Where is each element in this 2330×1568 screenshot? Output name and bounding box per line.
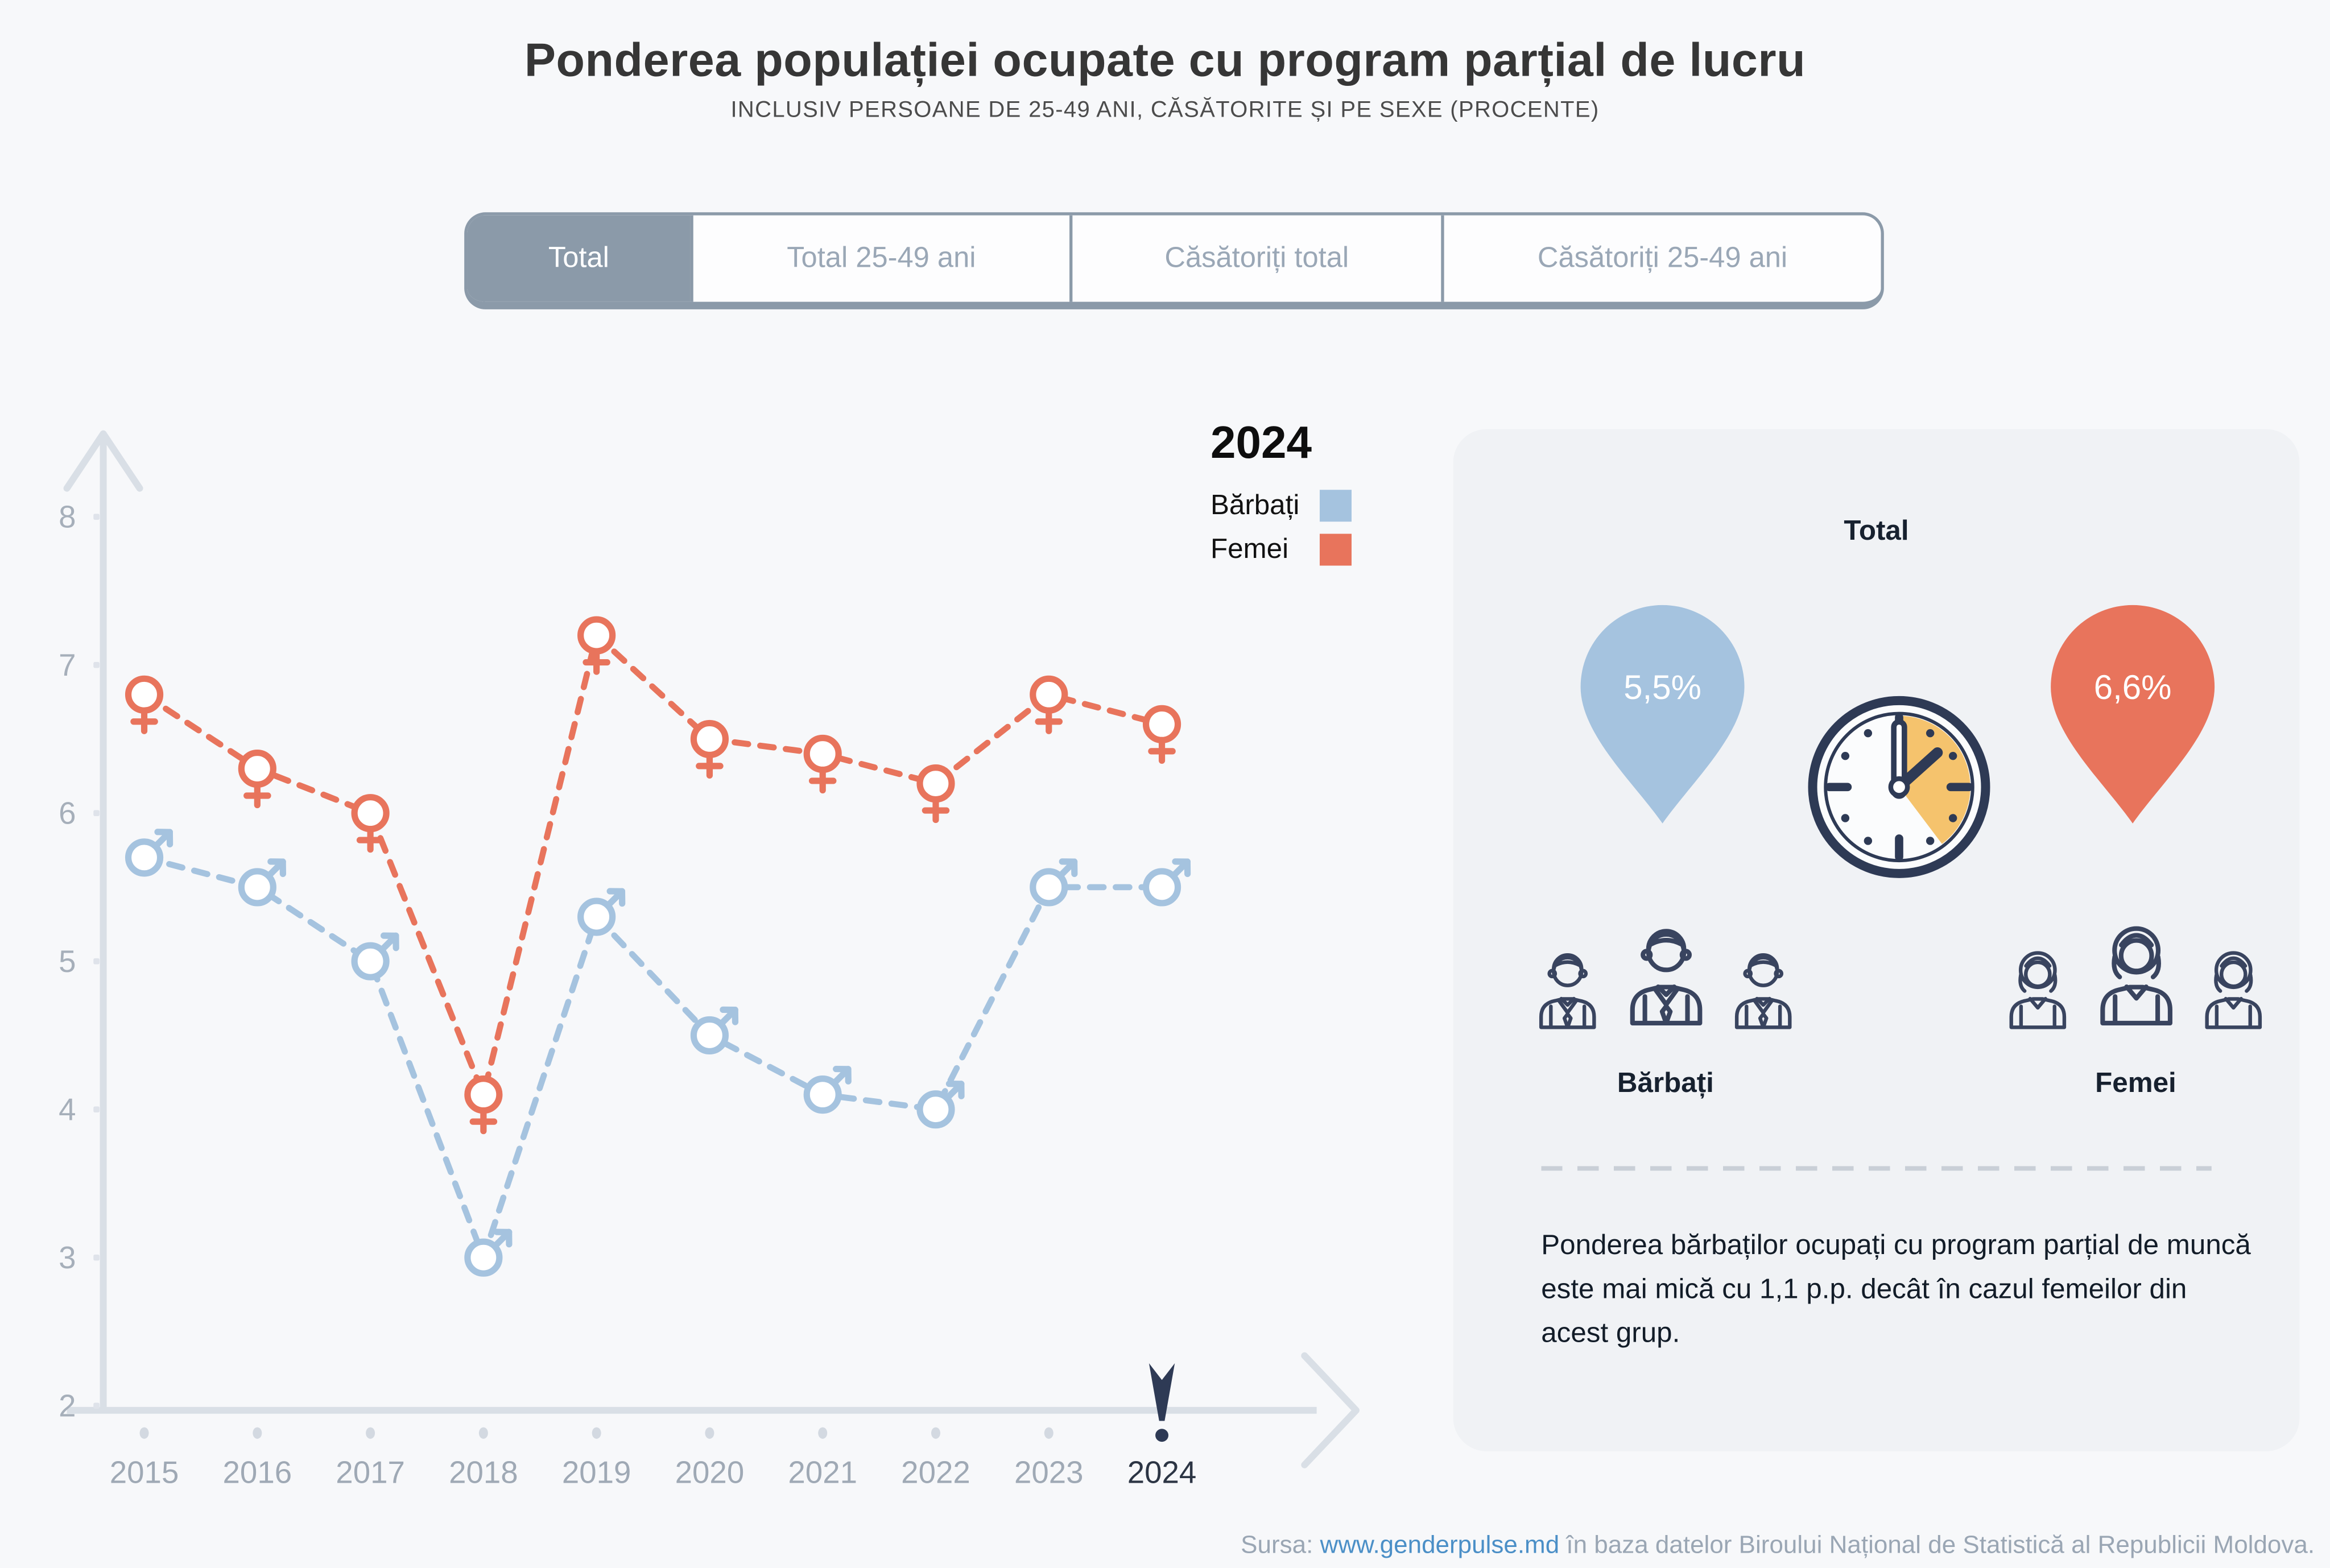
x-axis-year-dot	[253, 1427, 262, 1439]
female-sign-marker	[464, 1075, 503, 1135]
series-line-femei	[141, 630, 1165, 1104]
clock-icon	[1808, 696, 1990, 878]
female-sign-marker	[125, 675, 164, 734]
x-axis-year-label[interactable]: 2015	[110, 1455, 179, 1490]
male-sign-marker	[464, 1228, 513, 1277]
male-sign-marker	[238, 858, 286, 907]
male-sign-marker	[351, 932, 399, 980]
tab-married-total[interactable]: Căsătoriți total	[1069, 215, 1441, 302]
x-axis-year-dot	[1044, 1427, 1054, 1439]
female-sign-marker	[1142, 705, 1181, 764]
y-axis-tick-mark	[93, 958, 100, 965]
male-sign-marker	[1030, 858, 1078, 907]
male-group-label: Bărbați	[1617, 1066, 1714, 1098]
y-axis-tick-label: 3	[59, 1240, 76, 1275]
source-suffix: în baza datelor Biroului Național de Sta…	[1559, 1532, 2315, 1559]
female-sign-marker	[1030, 675, 1068, 734]
series-line-barbati	[141, 854, 1165, 1267]
y-axis-tick-label: 8	[59, 499, 76, 534]
page-subtitle: INCLUSIV PERSOANE DE 25-49 ANI, CĂSĂTORI…	[730, 97, 1600, 123]
x-axis-year-label-selected[interactable]: 2024	[1127, 1455, 1197, 1490]
male-sign-marker	[577, 888, 626, 936]
y-axis-tick-mark	[93, 661, 100, 668]
tab-married-25-49[interactable]: Căsătoriți 25-49 ani	[1441, 215, 1881, 302]
dataset-tabs: Total Total 25-49 ani Căsătoriți total C…	[464, 212, 1884, 309]
tab-total[interactable]: Total	[467, 215, 691, 302]
x-axis-year-dot	[705, 1427, 714, 1439]
x-axis-year-dot	[139, 1427, 149, 1439]
legend-year-title: 2024	[1210, 418, 1312, 469]
tab-total-25-49[interactable]: Total 25-49 ani	[690, 215, 1069, 302]
summary-note: Ponderea bărbaților ocupați cu program p…	[1541, 1228, 2251, 1348]
panel-title: Total	[1844, 514, 1909, 546]
male-sign-marker	[690, 1006, 739, 1055]
female-stat-value: 6,6%	[2094, 668, 2172, 706]
x-axis-year-label[interactable]: 2019	[562, 1455, 631, 1490]
x-axis-year-dot	[478, 1427, 488, 1439]
women-group-icon	[1984, 884, 2287, 1043]
x-axis	[67, 1352, 1360, 1468]
female-sign-marker	[577, 616, 616, 675]
x-axis-year-label[interactable]: 2022	[901, 1455, 970, 1490]
female-sign-marker	[351, 794, 390, 853]
year-cursor-icon	[1149, 1363, 1175, 1421]
legend-item-women: Femei	[1211, 532, 1352, 566]
x-axis-year-label[interactable]: 2021	[788, 1455, 857, 1490]
legend-label-women: Femei	[1210, 532, 1289, 564]
y-axis	[63, 430, 143, 1414]
dashed-divider	[1541, 1166, 2212, 1171]
page-title: Ponderea populației ocupate cu program p…	[524, 33, 1806, 86]
y-axis-tick-label: 7	[59, 648, 76, 682]
x-axis-year-label[interactable]: 2018	[449, 1455, 518, 1490]
x-axis-year-label[interactable]: 2020	[675, 1455, 745, 1490]
source-prefix: Sursa:	[1241, 1532, 1320, 1559]
legend-swatch-men	[1319, 489, 1352, 521]
y-axis-tick-label: 5	[59, 944, 76, 979]
men-group-icon	[1514, 884, 1817, 1043]
y-axis-tick-mark	[93, 514, 100, 520]
male-stat-value: 5,5%	[1623, 668, 1701, 706]
legend-swatch-women	[1319, 533, 1352, 565]
x-axis-arrow-icon	[1301, 1352, 1360, 1468]
chart-legend: 2024 Bărbați Femei	[1211, 419, 1352, 576]
y-axis-tick-mark	[93, 810, 100, 817]
source-line: Sursa: www.genderpulse.md în baza datelo…	[1241, 1532, 2315, 1561]
female-stat-pin: 6,6%	[2051, 605, 2215, 824]
male-sign-marker	[916, 1081, 965, 1129]
y-axis-arrow-icon	[63, 430, 143, 492]
y-axis-tick-mark	[93, 1402, 100, 1409]
y-axis-tick-mark	[93, 1106, 100, 1113]
female-sign-marker	[238, 749, 276, 809]
x-axis-year-dot	[592, 1427, 601, 1439]
summary-panel: Total 5,5% 6,6%	[1453, 429, 2300, 1451]
legend-item-men: Bărbați	[1211, 489, 1352, 522]
x-axis-year-dot	[818, 1427, 828, 1439]
male-sign-marker	[125, 829, 173, 877]
male-sign-marker	[803, 1065, 852, 1114]
y-axis-tick-label: 6	[59, 796, 76, 830]
female-sign-marker	[803, 734, 842, 794]
legend-label-men: Bărbați	[1210, 488, 1300, 520]
y-axis-tick-mark	[93, 1254, 100, 1261]
female-sign-marker	[690, 719, 729, 779]
x-axis-year-label[interactable]: 2023	[1014, 1455, 1084, 1490]
x-axis-year-label[interactable]: 2016	[223, 1455, 292, 1490]
x-axis-year-dot	[931, 1427, 940, 1439]
x-axis-year-label[interactable]: 2017	[336, 1455, 405, 1490]
line-chart: 2 3 4 5 6 7 8 2015 2016 2017 2018 2019 2020 2021 2022 2…	[59, 430, 1360, 1490]
female-sign-marker	[916, 764, 955, 824]
y-axis-tick-label: 4	[59, 1092, 76, 1127]
male-stat-pin: 5,5%	[1580, 605, 1745, 824]
source-link[interactable]: www.genderpulse.md	[1320, 1532, 1560, 1559]
female-group-label: Femei	[2095, 1066, 2176, 1098]
x-axis-year-dot	[366, 1427, 375, 1439]
male-sign-marker	[1142, 858, 1191, 907]
y-axis-tick-label: 2	[59, 1388, 76, 1423]
x-axis-year-dot-selected	[1155, 1429, 1168, 1442]
